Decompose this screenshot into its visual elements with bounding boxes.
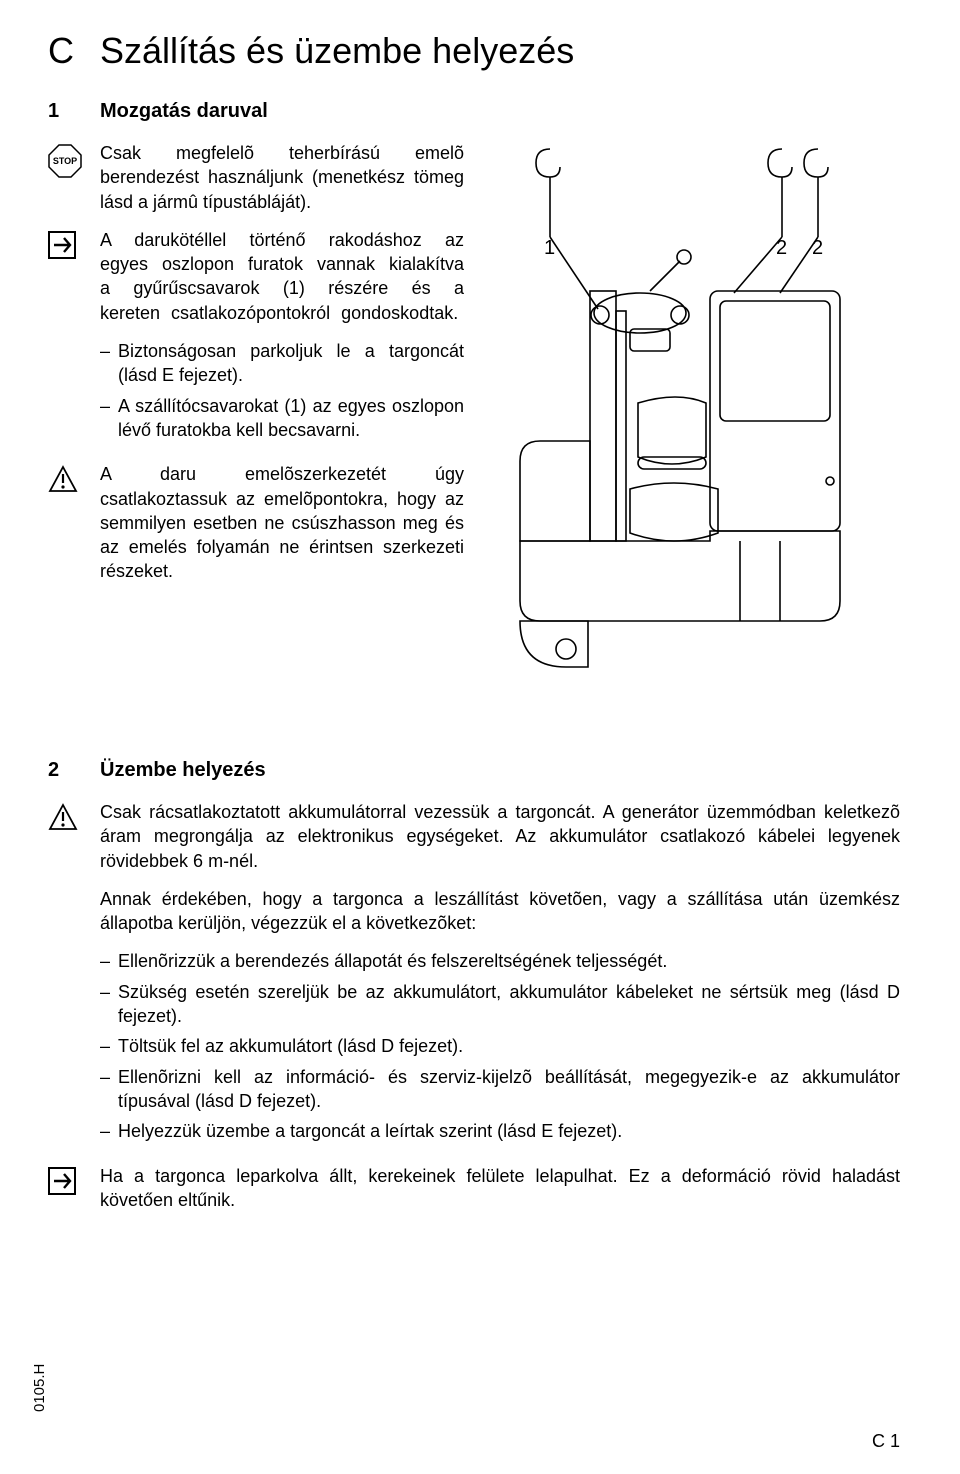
figure-column: 1 2 2: [464, 141, 900, 731]
section-2-number: 2: [48, 759, 100, 782]
gutter-empty-3: [48, 949, 100, 1149]
figure-callout-1: 1: [544, 237, 555, 260]
para-warn1-row: A daru emelõszerkezetét úgy csatlakoztas…: [48, 462, 464, 583]
section-2-p3: Ha a targonca leparkolva állt, kerekeine…: [100, 1164, 900, 1213]
section-1-number: 1: [48, 100, 100, 123]
page-title-row: C Szállítás és üzembe helyezés: [48, 30, 900, 72]
section-2-bullets: Ellenõrizzük a berendezés állapotát és f…: [100, 949, 900, 1149]
gutter-empty-2: [48, 887, 100, 936]
figure-callout-2b: 2: [812, 237, 823, 260]
section-2-bullets-row: Ellenõrizzük a berendezés állapotát és f…: [48, 949, 900, 1149]
forklift-svg: [480, 141, 860, 731]
footer-pagenum: C 1: [872, 1431, 900, 1452]
footer-docref: 0105.H: [31, 1364, 48, 1412]
gutter-stop: STOP: [48, 141, 100, 214]
chapter-letter: C: [48, 30, 100, 72]
section-1-bullet-2: A szállítócsavarokat (1) az egyes oszlop…: [100, 394, 464, 443]
chapter-title: Szállítás és üzembe helyezés: [100, 30, 574, 72]
figure-callout-2a: 2: [776, 237, 787, 260]
gutter-note1: [48, 228, 100, 325]
para-stop-row: STOP Csak megfelelõ teherbírású emelõ be…: [48, 141, 464, 214]
section-1-textcol: STOP Csak megfelelõ teherbírású emelõ be…: [48, 141, 464, 731]
gutter-empty-1: [48, 339, 100, 448]
section-1-p3: A daru emelõszerkezetét úgy csatlakoztas…: [100, 462, 464, 583]
section-1-heading-row: 1 Mozgatás daruval: [48, 100, 900, 123]
page: C Szállítás és üzembe helyezés 1 Mozgatá…: [0, 0, 960, 1474]
section-2-bullet-2: Szükség esetén szereljük be az akkumulát…: [100, 980, 900, 1029]
gutter-note2: [48, 1164, 100, 1213]
section-2-p2: Annak érdekében, hogy a targonca a leszá…: [100, 887, 900, 936]
stop-icon-label: STOP: [53, 156, 77, 166]
para-note1-row: A darukötéllel történő rakodáshoz az egy…: [48, 228, 464, 325]
section-1-bullets: Biztonságosan parkoljuk le a targoncát (…: [100, 339, 464, 448]
section-2-bullet-1: Ellenõrizzük a berendezés állapotát és f…: [100, 949, 900, 973]
section-2-p1-row: Csak rácsatlakoztatott akkumulátorral ve…: [48, 800, 900, 873]
section-1-heading: Mozgatás daruval: [100, 100, 268, 123]
page-footer: 0105.H C 1: [48, 1431, 900, 1452]
section-2-bullet-5: Helyezzük üzembe a targoncát a leírtak s…: [100, 1119, 900, 1143]
warning-icon: [48, 465, 78, 583]
stop-icon: STOP: [48, 144, 82, 214]
section-2-heading-row: 2 Üzembe helyezés: [48, 759, 900, 782]
section-1-p2: A darukötéllel történő rakodáshoz az egy…: [100, 228, 464, 325]
warning-icon: [48, 803, 78, 873]
note-icon: [48, 1167, 76, 1195]
gutter-warn1: [48, 462, 100, 583]
note-icon: [48, 231, 76, 259]
section-2-bullet-3: Töltsük fel az akkumulátort (lásd D feje…: [100, 1034, 900, 1058]
section-1-bullet-1: Biztonságosan parkoljuk le a targoncát (…: [100, 339, 464, 388]
gutter-warn2: [48, 800, 100, 873]
section-2-heading: Üzembe helyezés: [100, 759, 266, 782]
section-1-body: STOP Csak megfelelõ teherbírású emelõ be…: [48, 141, 900, 731]
section-2-p2-row: Annak érdekében, hogy a targonca a leszá…: [48, 887, 900, 936]
section-2-p1: Csak rácsatlakoztatott akkumulátorral ve…: [100, 800, 900, 873]
bullets1-row: Biztonságosan parkoljuk le a targoncát (…: [48, 339, 464, 448]
section-2-bullet-4: Ellenõrizni kell az információ- és szerv…: [100, 1065, 900, 1114]
section-2-p3-row: Ha a targonca leparkolva állt, kerekeine…: [48, 1164, 900, 1213]
forklift-figure: 1 2 2: [480, 141, 860, 731]
section-1-p1: Csak megfelelõ teherbírású emelõ berende…: [100, 141, 464, 214]
